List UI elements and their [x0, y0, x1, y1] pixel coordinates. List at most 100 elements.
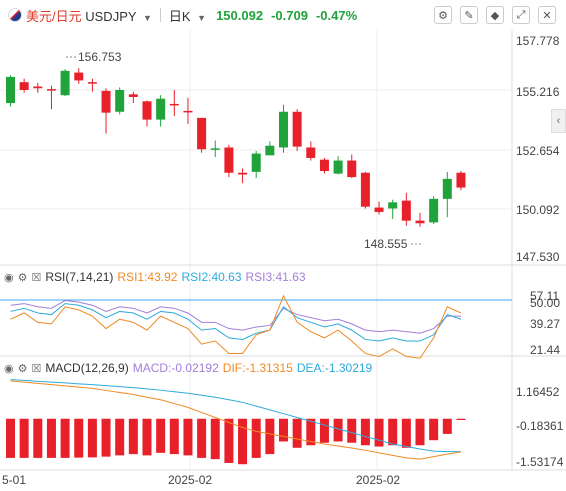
macd-bar	[210, 418, 220, 460]
macd-value: MACD:-0.02192	[132, 361, 219, 375]
last-price: 150.092	[216, 7, 264, 23]
toolbar: ⚙ ✎ ◆ ⤢ ✕	[434, 6, 556, 24]
candle-body	[401, 200, 411, 221]
settings-slider-icon[interactable]: ⚙	[434, 6, 452, 24]
checkbox-icon[interactable]: ☒	[31, 362, 42, 375]
macd-bar	[347, 418, 357, 443]
eye-icon[interactable]: ◉	[4, 271, 14, 284]
expand-icon[interactable]: ⤢	[512, 6, 530, 24]
macd-bar	[169, 418, 179, 455]
candle-body	[224, 147, 234, 173]
symbol-name[interactable]: 美元/日元 USDJPY ▼	[26, 6, 152, 25]
macd-bar	[306, 418, 316, 446]
dif-value: DIF:-1.31315	[222, 361, 293, 375]
macd-bar	[238, 418, 248, 465]
candle-body	[142, 101, 152, 120]
macd-bar	[415, 418, 425, 446]
candle-body	[347, 160, 357, 178]
candle-body	[197, 117, 207, 150]
macd-bar	[442, 418, 452, 434]
rsi-legend: ◉ ⚙ ☒ RSI(7,14,21) RSI1:43.92 RSI2:40.63…	[4, 270, 306, 284]
price-change-percent: -0.47%	[315, 7, 358, 23]
macd-bar	[128, 418, 138, 455]
candle-body	[292, 111, 302, 147]
macd-bar	[19, 418, 29, 458]
macd-tick: -0.18361	[516, 419, 564, 433]
candle-body	[6, 76, 15, 104]
divider	[159, 8, 161, 22]
macd-bar	[183, 418, 193, 456]
macd-bar	[46, 418, 56, 458]
macd-bar	[265, 418, 275, 455]
macd-bar	[115, 418, 125, 456]
rsi-tick: 57.11	[530, 289, 559, 303]
candle-body	[265, 145, 275, 156]
high-annotation: 156.753	[78, 50, 122, 64]
macd-bar	[374, 418, 384, 447]
symbol-cn: 美元/日元	[26, 8, 82, 24]
macd-bar	[142, 418, 152, 456]
macd-bar	[388, 418, 398, 446]
candle-body	[101, 90, 111, 113]
gear-icon[interactable]: ⚙	[17, 362, 28, 375]
candle-body	[33, 86, 43, 89]
dif-line	[10, 380, 462, 460]
candle-body	[183, 110, 193, 113]
candle-body	[60, 70, 70, 96]
grid	[0, 30, 512, 470]
macd-bar	[6, 418, 15, 458]
close-icon[interactable]: ✕	[538, 6, 556, 24]
candle-body	[169, 103, 179, 106]
macd-bar	[74, 418, 84, 458]
macd-title: MACD(12,26,9)	[45, 361, 129, 375]
dea-line	[10, 379, 461, 453]
macd-bar	[279, 418, 288, 442]
macd-bar	[251, 418, 261, 458]
macd-tick: -1.53174	[516, 455, 564, 469]
macd-bar	[360, 418, 370, 446]
price-tick: 157.778	[516, 34, 560, 48]
candle-body	[319, 159, 329, 171]
rsi-tick: 50.00	[530, 296, 560, 310]
macd-bar	[197, 418, 207, 458]
gear-icon[interactable]: ⚙	[17, 271, 28, 284]
rsi-axis: 57.11 50.00 39.27 21.44	[530, 289, 560, 357]
candle-body	[388, 202, 398, 209]
price-tick: 147.530	[516, 250, 560, 264]
candle-body	[360, 172, 370, 207]
rsi2-value: RSI2:40.63	[181, 270, 242, 284]
candle-body	[74, 72, 84, 81]
macd-bar	[333, 418, 343, 442]
candle-body	[429, 198, 439, 223]
chevron-down-icon: ▼	[142, 12, 152, 23]
dea-value: DEA:-1.30219	[296, 361, 373, 375]
timeframe-label: 日K	[168, 8, 191, 24]
macd-legend: ◉ ⚙ ☒ MACD(12,26,9) MACD:-0.02192 DIF:-1…	[4, 361, 372, 375]
rsi-title: RSI(7,14,21)	[45, 270, 114, 284]
candle-body	[238, 172, 248, 175]
candle-body	[279, 111, 288, 148]
macd-bar	[401, 418, 411, 448]
checkbox-icon[interactable]: ☒	[31, 271, 42, 284]
price-tick: 150.092	[516, 203, 560, 217]
rsi3-value: RSI3:41.63	[245, 270, 306, 284]
candle-body	[415, 220, 425, 224]
eraser-icon[interactable]: ◆	[486, 6, 504, 24]
price-tick: 155.216	[516, 85, 560, 99]
macd-bar	[156, 418, 166, 453]
rsi2-line	[10, 303, 462, 342]
candle-body	[46, 89, 56, 91]
flag-icon	[8, 8, 22, 22]
eye-icon[interactable]: ◉	[4, 362, 14, 375]
macd-axis: 1.16452 -0.18361 -1.53174	[516, 385, 564, 469]
time-axis: 5-01 2025-02 2025-02	[2, 473, 400, 487]
timeframe-selector[interactable]: 日K ▼	[169, 6, 206, 25]
macd-bar	[292, 418, 302, 448]
price-tick: 152.654	[516, 144, 560, 158]
rsi-lines	[10, 294, 462, 359]
rsi-tick: 21.44	[530, 343, 560, 357]
pencil-icon[interactable]: ✎	[460, 6, 478, 24]
candle-body	[115, 90, 125, 112]
candle-body	[128, 94, 138, 97]
